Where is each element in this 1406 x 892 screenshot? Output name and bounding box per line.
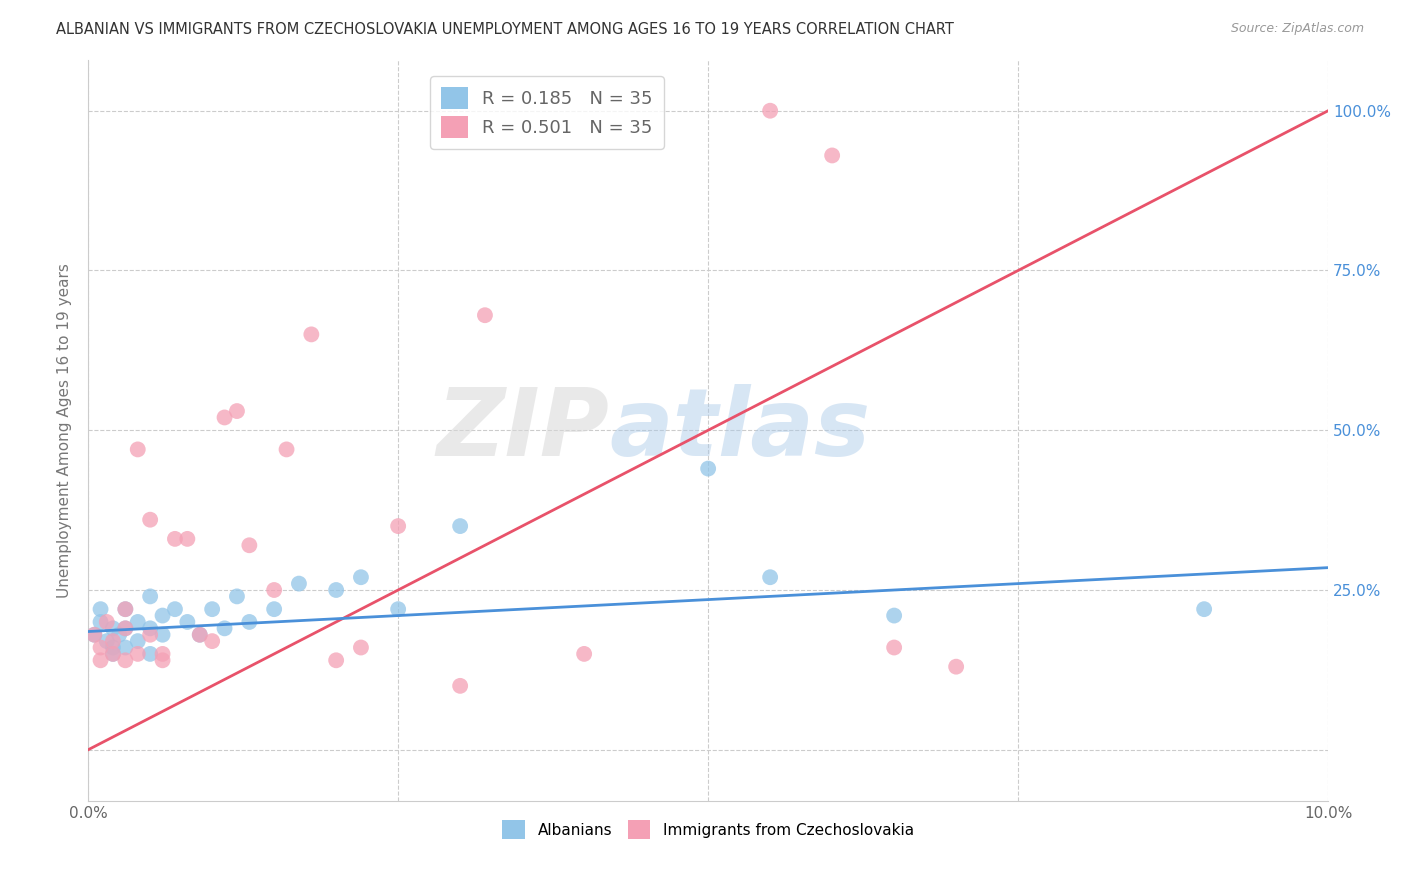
Point: [139, 647, 162, 661]
Point: [263, 602, 285, 616]
Point: [152, 647, 174, 661]
Point: [945, 659, 967, 673]
Text: Source: ZipAtlas.com: Source: ZipAtlas.com: [1230, 22, 1364, 36]
Point: [350, 640, 373, 655]
Point: [449, 519, 471, 533]
Point: [114, 602, 136, 616]
Point: [90, 615, 112, 629]
Point: [759, 570, 782, 584]
Point: [114, 621, 136, 635]
Point: [883, 608, 905, 623]
Point: [387, 602, 409, 616]
Point: [201, 634, 224, 648]
Point: [114, 621, 136, 635]
Point: [152, 608, 174, 623]
Point: [176, 615, 198, 629]
Point: [325, 582, 347, 597]
Text: atlas: atlas: [609, 384, 870, 476]
Legend: Albanians, Immigrants from Czechoslovakia: Albanians, Immigrants from Czechoslovaki…: [496, 814, 920, 845]
Point: [214, 410, 236, 425]
Point: [883, 640, 905, 655]
Point: [697, 461, 720, 475]
Text: ZIP: ZIP: [436, 384, 609, 476]
Point: [226, 590, 249, 604]
Point: [350, 570, 373, 584]
Point: [114, 602, 136, 616]
Point: [188, 628, 211, 642]
Point: [90, 640, 112, 655]
Point: [127, 442, 149, 457]
Point: [201, 602, 224, 616]
Point: [214, 621, 236, 635]
Point: [101, 647, 124, 661]
Point: [127, 615, 149, 629]
Point: [152, 628, 174, 642]
Point: [114, 640, 136, 655]
Point: [101, 621, 124, 635]
Point: [188, 628, 211, 642]
Point: [139, 621, 162, 635]
Point: [226, 404, 249, 418]
Point: [139, 513, 162, 527]
Point: [101, 640, 124, 655]
Point: [127, 634, 149, 648]
Point: [325, 653, 347, 667]
Point: [83, 628, 105, 642]
Point: [238, 615, 260, 629]
Point: [572, 647, 595, 661]
Point: [449, 679, 471, 693]
Point: [96, 634, 118, 648]
Point: [152, 653, 174, 667]
Text: ALBANIAN VS IMMIGRANTS FROM CZECHOSLOVAKIA UNEMPLOYMENT AMONG AGES 16 TO 19 YEAR: ALBANIAN VS IMMIGRANTS FROM CZECHOSLOVAK…: [56, 22, 955, 37]
Point: [387, 519, 409, 533]
Point: [101, 647, 124, 661]
Point: [127, 647, 149, 661]
Point: [1192, 602, 1215, 616]
Point: [139, 590, 162, 604]
Point: [176, 532, 198, 546]
Point: [101, 634, 124, 648]
Point: [163, 532, 186, 546]
Point: [114, 653, 136, 667]
Point: [276, 442, 298, 457]
Point: [759, 103, 782, 118]
Point: [474, 308, 496, 322]
Point: [90, 602, 112, 616]
Point: [238, 538, 260, 552]
Point: [108, 628, 131, 642]
Point: [263, 582, 285, 597]
Point: [299, 327, 322, 342]
Y-axis label: Unemployment Among Ages 16 to 19 years: Unemployment Among Ages 16 to 19 years: [58, 263, 72, 598]
Point: [90, 653, 112, 667]
Point: [83, 628, 105, 642]
Point: [288, 576, 311, 591]
Point: [139, 628, 162, 642]
Point: [821, 148, 844, 162]
Point: [96, 615, 118, 629]
Point: [163, 602, 186, 616]
